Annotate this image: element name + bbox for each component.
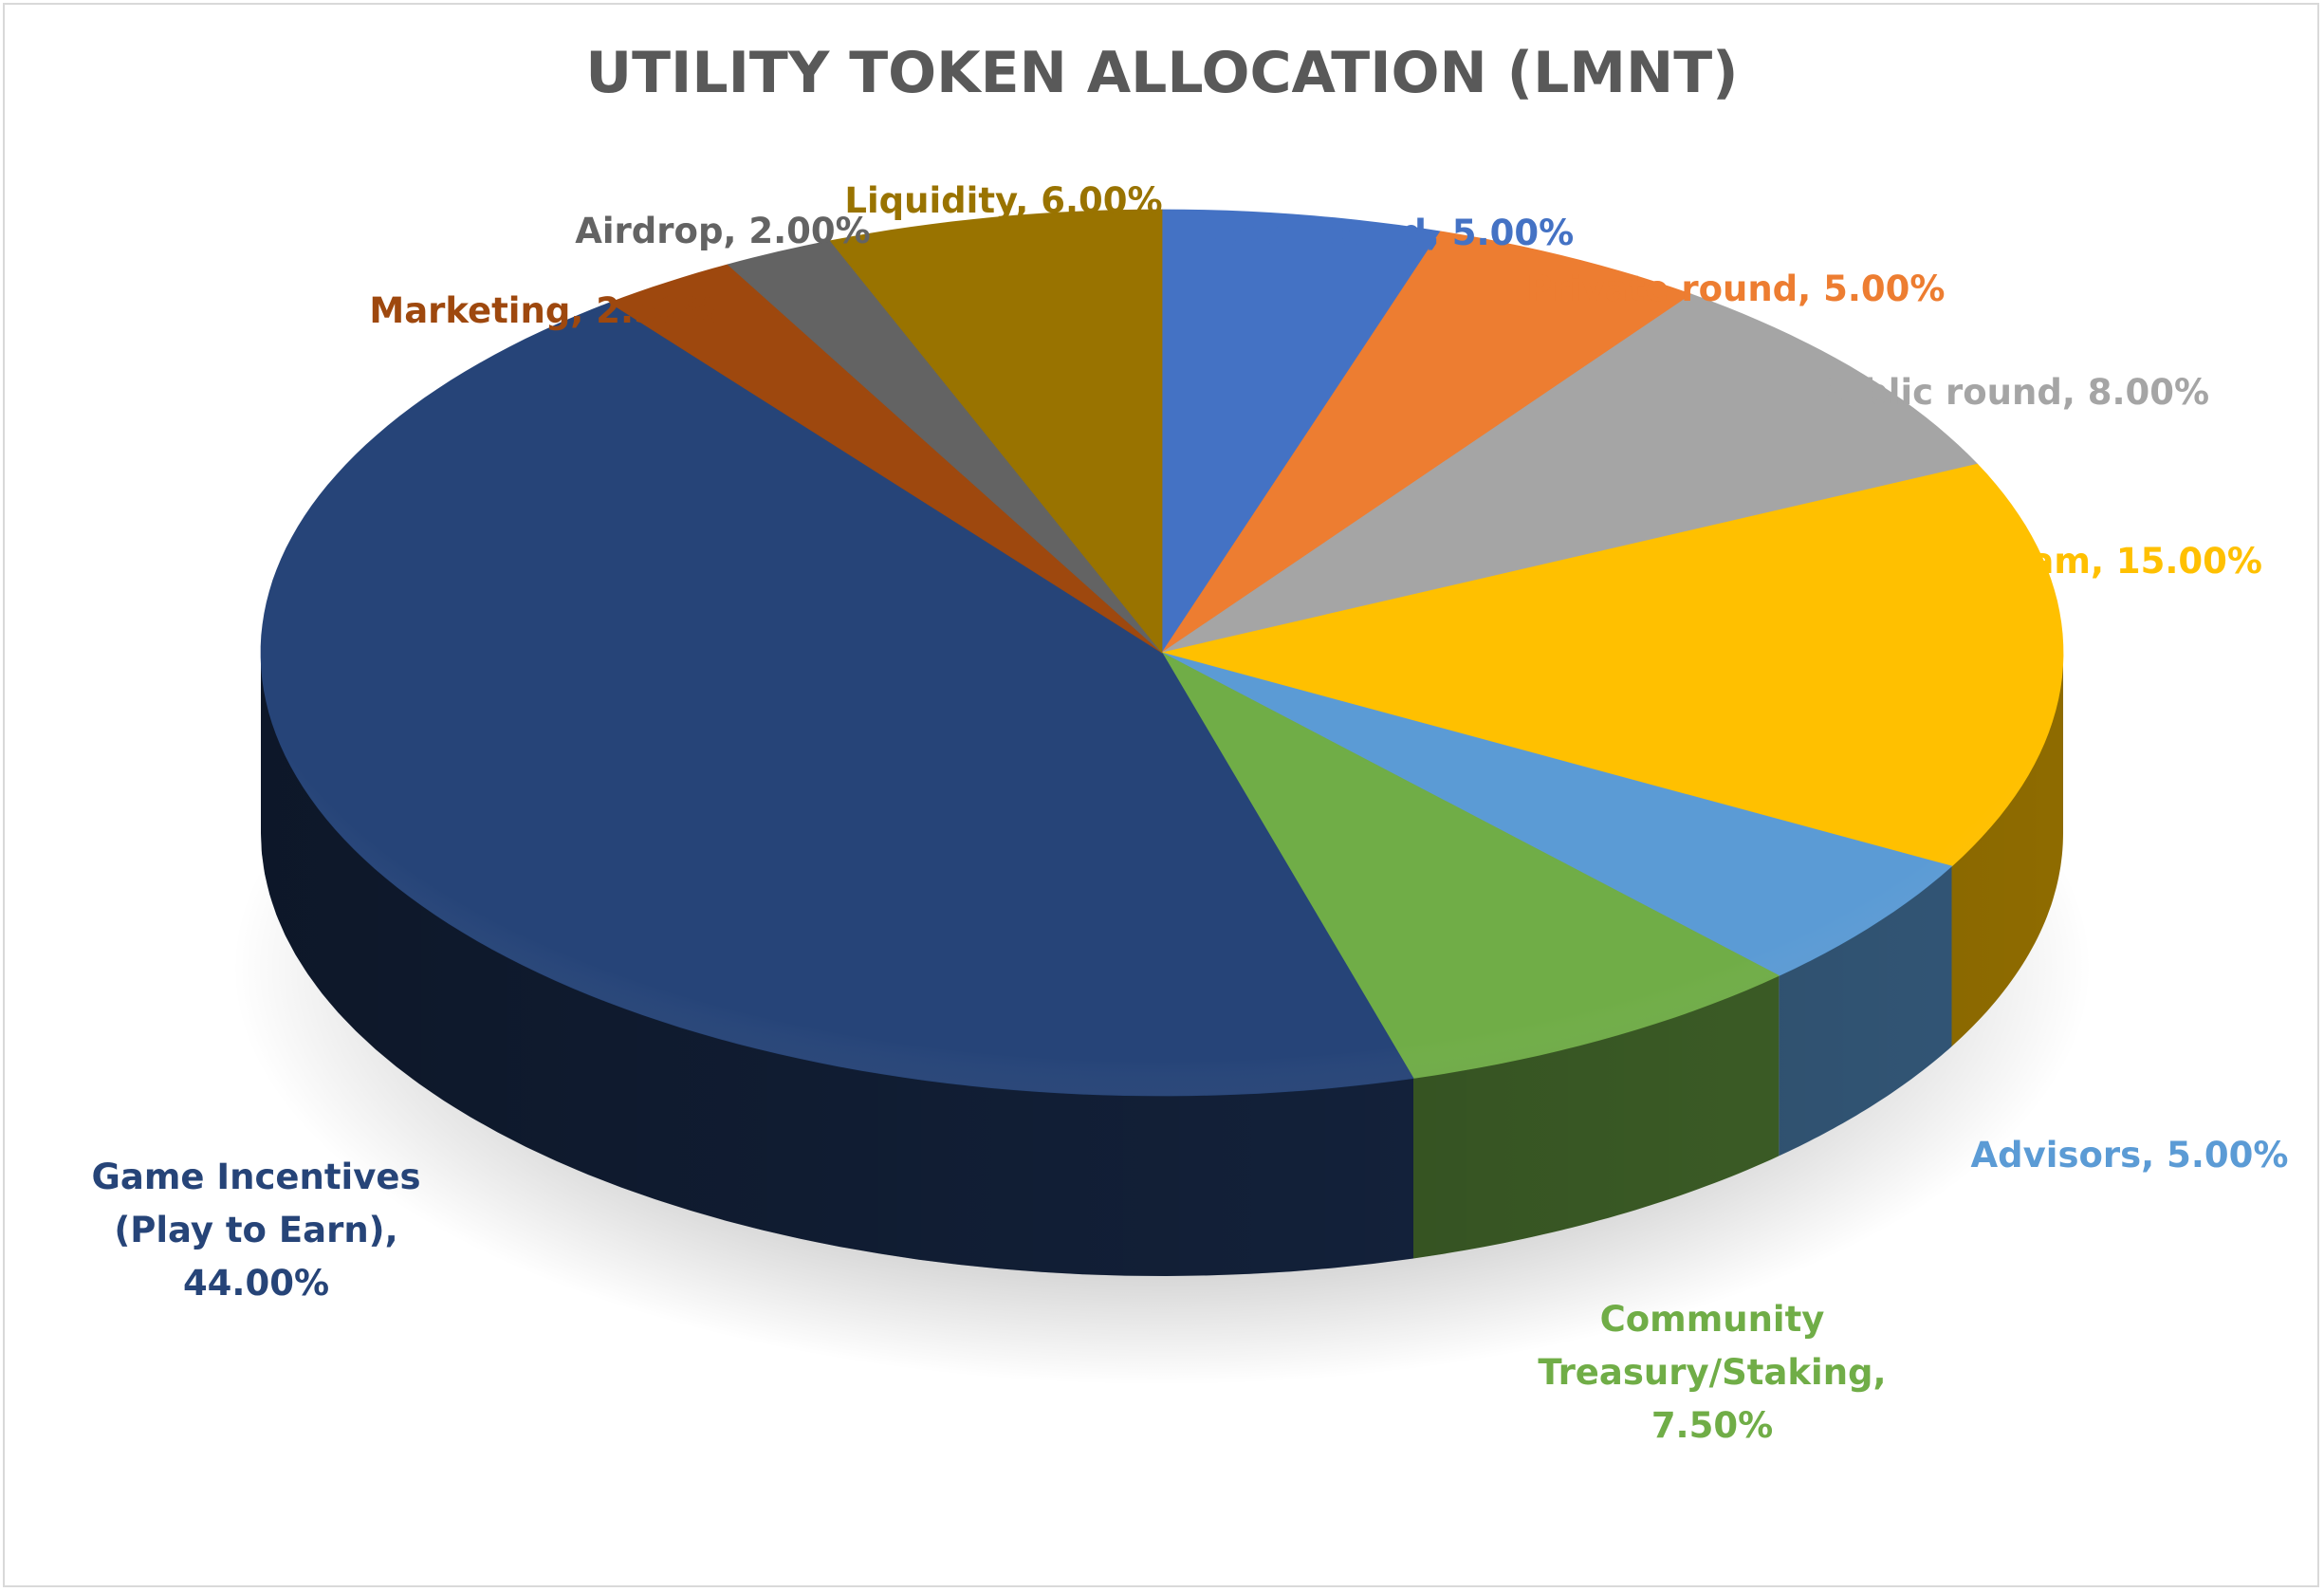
chart-title: UTILITY TOKEN ALLOCATION (LMNT): [585, 40, 1739, 106]
data-label-airdrop: Airdrop, 2.00%: [575, 211, 871, 251]
data-label-game-incentives-play-to-earn: Game Incentives (Play to Earn), 44.00%: [92, 1157, 421, 1304]
data-label-public-round: Public round, 8.00%: [1813, 372, 2209, 413]
data-label-private-round: Private round, 5.00%: [1527, 268, 1946, 309]
data-label-advisors: Advisors, 5.00%: [1971, 1135, 2289, 1175]
data-label-community-treasury-staking: Community Treasury/Staking, 7.50%: [1538, 1299, 1886, 1446]
side-shading: [261, 653, 2063, 1276]
data-label-seed-round: Seed round, 5.00%: [1200, 213, 1574, 253]
data-label-team: Team, 15.00%: [1987, 541, 2262, 582]
top-rim-shading: [261, 210, 2063, 1096]
data-label-marketing: Marketing, 2.50%: [369, 290, 717, 331]
data-label-liquidity: Liquidity, 6.00%: [844, 180, 1162, 221]
